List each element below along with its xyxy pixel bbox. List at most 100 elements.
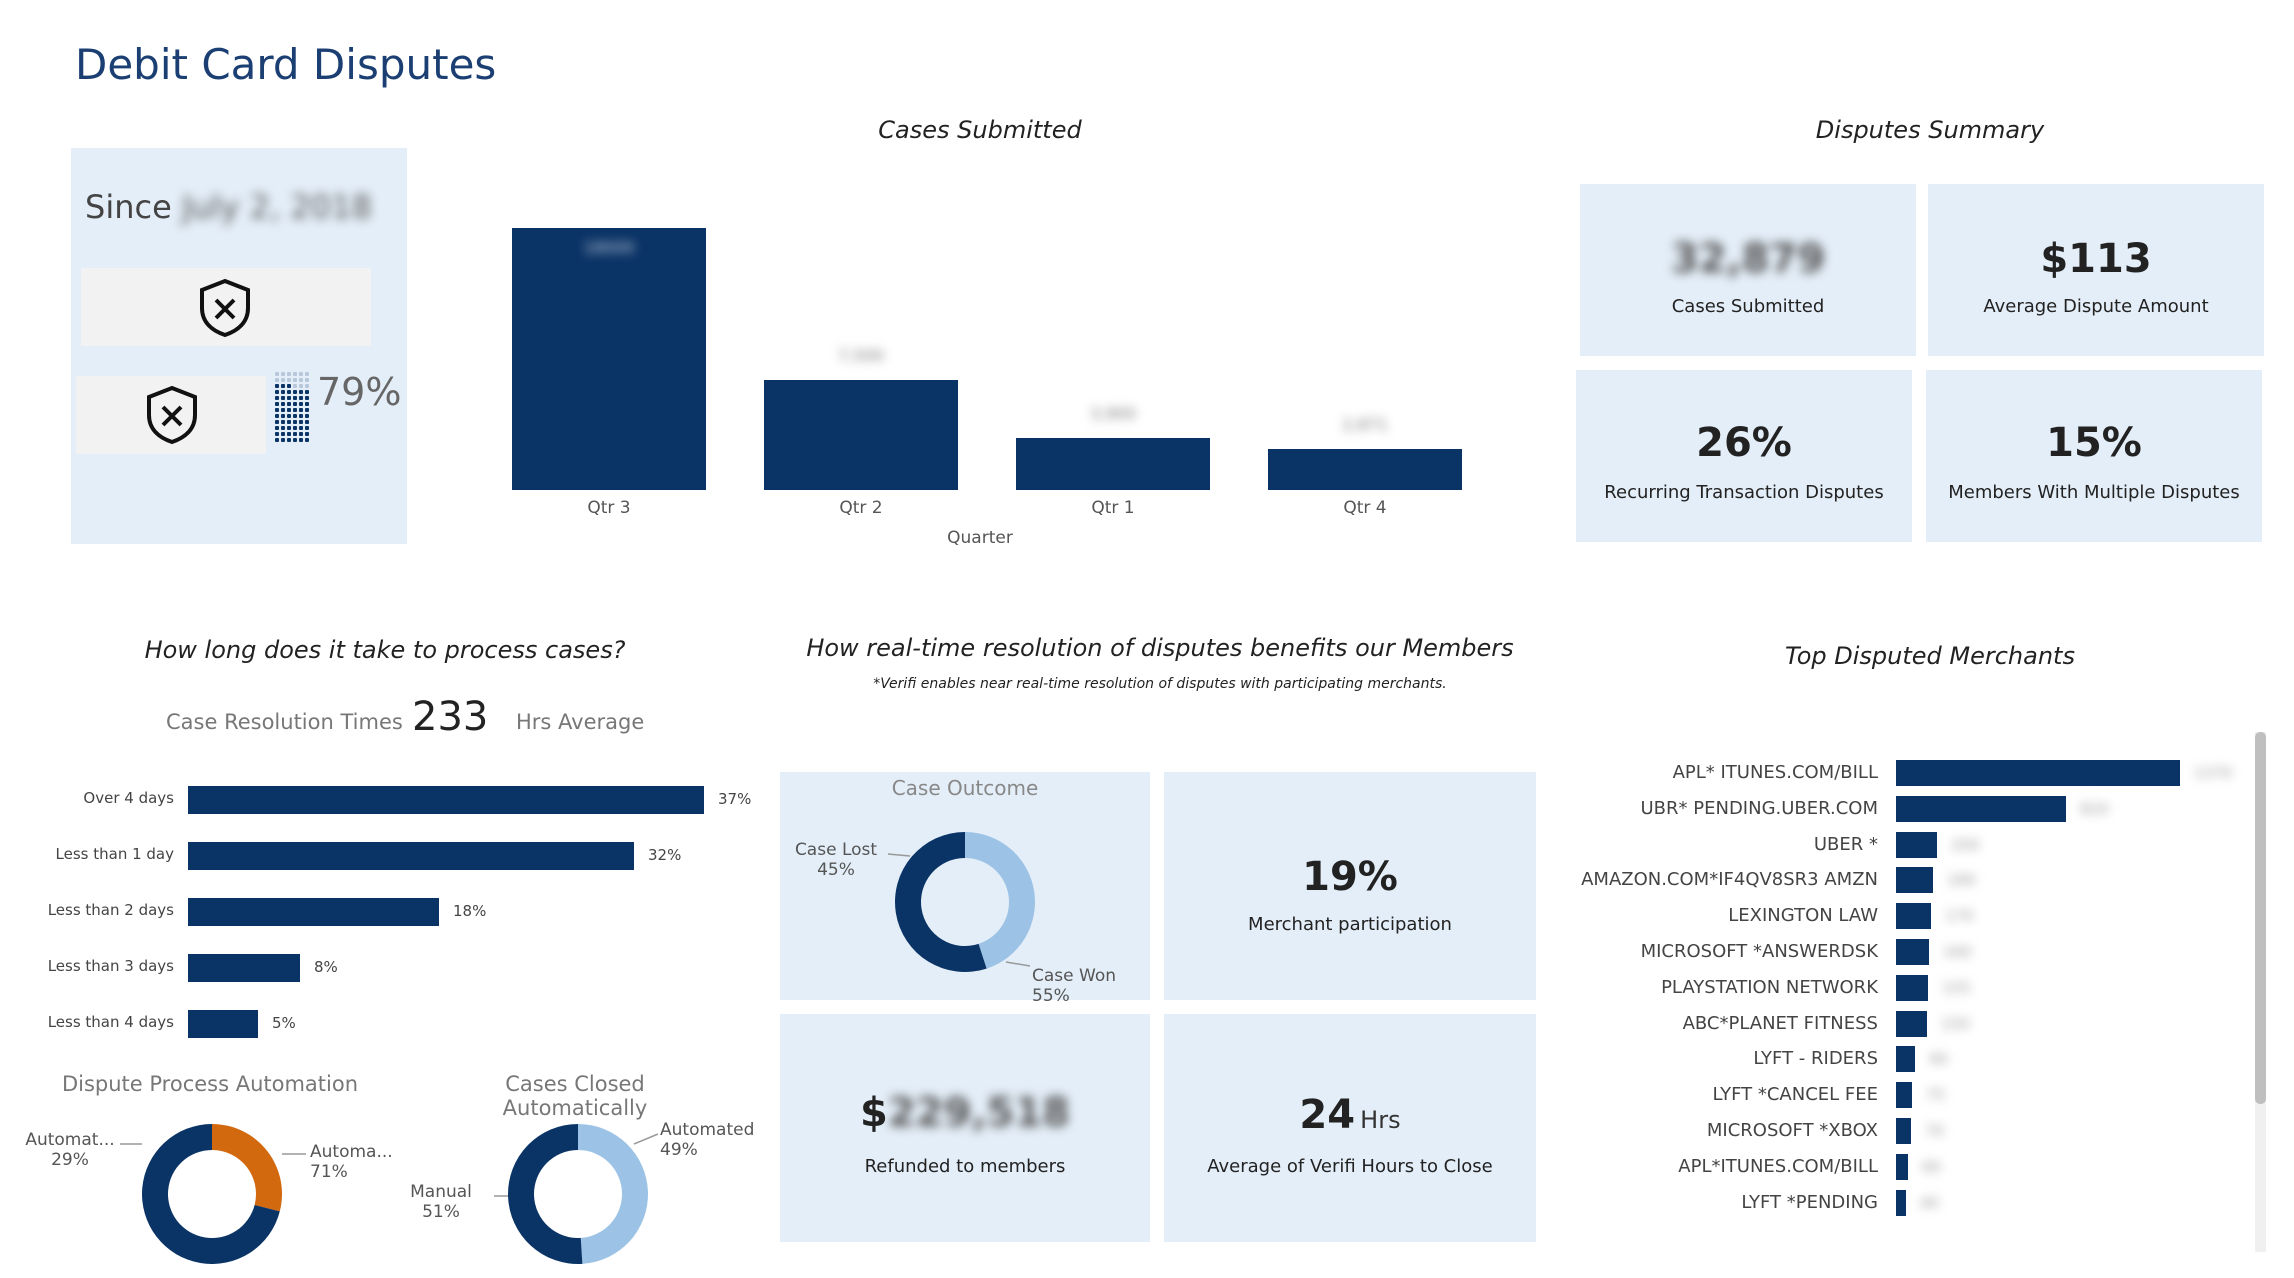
percent-dot: [281, 390, 285, 394]
merchant-value-label: 170: [1945, 907, 1974, 926]
percent-dot: [305, 432, 309, 436]
automation-donut-title: Dispute Process Automation: [61, 1072, 359, 1096]
percent-dot: [287, 420, 291, 424]
merchant-value-label: 60: [1922, 1157, 1942, 1176]
summary-tile-average: $113 Average Dispute Amount: [1928, 184, 2264, 356]
percent-dot: [275, 378, 279, 382]
since-date: July 2, 2018: [181, 188, 372, 226]
percent-dot: [275, 438, 279, 442]
merchant-name-label: MICROSOFT *ANSWERDSK: [1640, 941, 1878, 962]
summary-multiple-value: 15%: [2046, 420, 2142, 466]
merchants-scrollbar-thumb[interactable]: [2255, 732, 2266, 1104]
percent-dot: [293, 426, 297, 430]
resolution-category-label: Less than 2 days: [47, 901, 174, 919]
merchant-value-label: 75: [1926, 1086, 1946, 1105]
merchant-bar: [1896, 939, 1929, 965]
donut-slice-name: Case Won: [1032, 966, 1116, 986]
percent-dot: [293, 402, 297, 406]
donut-svg: [120, 1124, 306, 1264]
percent-dot: [287, 372, 291, 376]
since-tile: Since July 2, 2018 79%: [71, 148, 407, 544]
merchants-scrollbar[interactable]: [2255, 732, 2266, 1252]
summary-cases-value: 32,879: [1670, 236, 1826, 282]
percent-dot: [287, 408, 291, 412]
cases-x-tick-label: Qtr 3: [587, 498, 631, 518]
cases-submitted-chart: 18000 Qtr 3 7,500 Qtr 2 3,900 Qtr 1 2,871 Qtr 4: [500, 200, 1500, 540]
merchant-bar: [1896, 867, 1933, 894]
merchant-participation-tile: 19% Merchant participation: [1164, 772, 1536, 1000]
merchant-bar: [1896, 1082, 1912, 1109]
percent-dot: [293, 390, 297, 394]
donut-slice-percent: 51%: [422, 1202, 460, 1222]
summary-tile-cases: 32,879 Cases Submitted: [1580, 184, 1916, 356]
merchant-bar: [1896, 1153, 1908, 1180]
summary-multiple-label: Members With Multiple Disputes: [1948, 482, 2240, 503]
cases-bar: [512, 228, 706, 490]
donut-slice-name: Automat...: [25, 1130, 115, 1150]
percent-dot: [287, 402, 291, 406]
donut-slice-percent: 49%: [660, 1140, 698, 1160]
merchant-value-label: 180: [1947, 871, 1976, 890]
percent-dot: [281, 402, 285, 406]
donut-slice-percent: 45%: [817, 860, 855, 880]
percent-dot: [293, 432, 297, 436]
summary-average-value: $113: [2040, 236, 2152, 282]
resolution-unit: Hrs Average: [516, 710, 645, 734]
resolution-value-label: 32%: [648, 846, 682, 864]
donut-slice-name: Manual: [410, 1182, 472, 1202]
resolution-summary: Case Resolution Times 233 Hrs Average: [166, 692, 686, 748]
cases-x-axis-label: Quarter: [947, 528, 1013, 548]
donut-slice: [508, 1124, 583, 1264]
cases-x-tick-label: Qtr 2: [839, 498, 883, 518]
merchants-bar-chart: APL* ITUNES.COM/BILL 1370 UBR* PENDING.UBE…: [1560, 754, 2250, 1234]
percent-dot: [299, 414, 303, 418]
resolution-category-label: Less than 1 day: [55, 845, 174, 863]
percent-dot: [293, 408, 297, 412]
percent-dot: [305, 414, 309, 418]
donut-slice-label: Manual 51%: [390, 1182, 492, 1222]
benefits-title: How real-time resolution of disputes ben…: [806, 634, 1514, 662]
percent-dot: [299, 426, 303, 430]
percent-dot: [293, 414, 297, 418]
merchant-bar: [1896, 974, 1928, 1001]
donut-leader-line: [1005, 961, 1031, 967]
percent-dot: [275, 390, 279, 394]
percent-dot: [281, 408, 285, 412]
cases-x-tick-label: Qtr 1: [1091, 498, 1135, 518]
percent-dot-grid: [275, 372, 311, 444]
percent-dot: [293, 438, 297, 442]
merchant-name-label: UBER *: [1813, 833, 1878, 855]
donut-slice-label: Automa... 71%: [310, 1142, 430, 1182]
cases-bar-value-label: 18000: [583, 238, 635, 257]
percent-dot: [299, 420, 303, 424]
resolution-bar: [188, 842, 634, 870]
merchant-name-label: LYFT *PENDING: [1741, 1191, 1878, 1213]
case-outcome-title: Case Outcome: [891, 776, 1039, 800]
donut-slice: [212, 1124, 282, 1212]
merchant-value-label: 40: [1920, 1193, 1940, 1212]
summary-recurring-value: 26%: [1696, 420, 1792, 466]
merchant-value-label: 155: [1942, 978, 1971, 997]
resolution-bar-chart: Over 4 days 37% Less than 1 day 32% Less tha…: [30, 774, 770, 1044]
merchant-name-label: LYFT - RIDERS: [1753, 1048, 1878, 1070]
percent-dot: [281, 420, 285, 424]
merchant-participation-label: Merchant participation: [1248, 914, 1452, 935]
refunded-label: Refunded to members: [864, 1156, 1066, 1177]
hours-value-row: 24 Hrs: [1164, 1092, 1536, 1138]
resolution-bar: [188, 786, 704, 814]
merchant-name-label: PLAYSTATION NETWORK: [1661, 976, 1878, 998]
summary-tile-multiple: 15% Members With Multiple Disputes: [1926, 370, 2262, 542]
merchant-value-label: 70: [1925, 1122, 1945, 1140]
resolution-category-label: Over 4 days: [83, 789, 174, 807]
percent-dot: [287, 378, 291, 382]
percent-dot: [299, 408, 303, 412]
merchant-name-label: LEXINGTON LAW: [1728, 905, 1878, 927]
cases-bar-value-label: 2,871: [1342, 415, 1388, 434]
percent-dot: [305, 426, 309, 430]
refunded-currency: $: [859, 1090, 888, 1136]
merchant-value-label: 160: [1943, 943, 1972, 961]
shield-x-icon: [200, 278, 250, 338]
percent-dot: [305, 396, 309, 400]
refunded-value: 229,518: [887, 1090, 1071, 1136]
hours-label: Average of Verifi Hours to Close: [1207, 1156, 1493, 1177]
